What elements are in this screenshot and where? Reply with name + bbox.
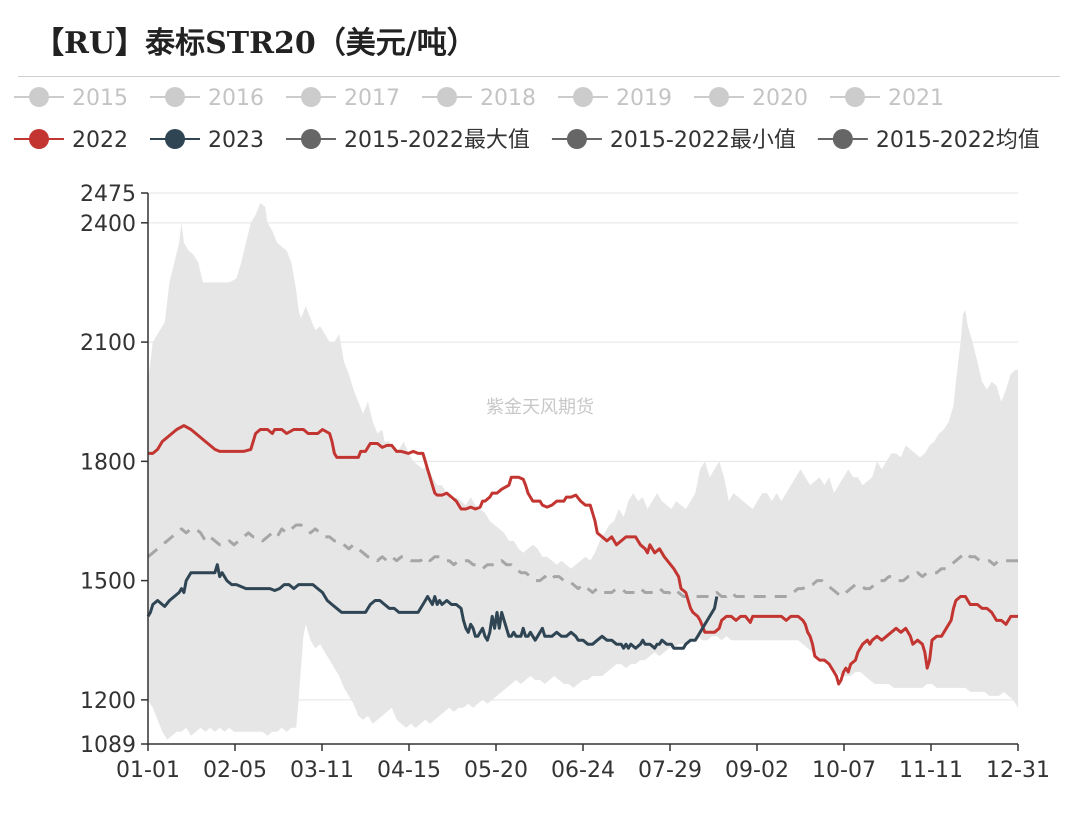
legend-label: 2015 (72, 86, 128, 111)
legend-marker (845, 87, 865, 107)
legend-item-2020[interactable]: 2020 (694, 86, 808, 111)
watermark: 紫金天风期货 (486, 397, 594, 418)
legend-item-2015-2022-[interactable]: 2015-2022最小值 (551, 128, 796, 153)
legend-item-2021[interactable]: 2021 (830, 86, 944, 111)
legend-item-2016[interactable]: 2016 (150, 86, 264, 111)
band-area (148, 202, 1018, 740)
series-2023-line (146, 563, 719, 650)
x-tick-label: 07-29 (638, 758, 702, 783)
legend-marker (165, 87, 185, 107)
x-tick-label: 06-24 (551, 758, 615, 783)
y-tick-label: 2475 (80, 182, 136, 207)
legend-marker (566, 129, 587, 149)
y-tick-label: 1200 (80, 689, 136, 714)
legend-label: 2021 (888, 86, 944, 111)
chart-title: 【RU】泰标STR20（美元/吨） (34, 26, 477, 61)
x-tick-label: 04-15 (377, 758, 441, 783)
legend-marker (832, 129, 853, 149)
x-tick-label: 09-02 (725, 758, 789, 783)
y-tick-label: 1089 (80, 733, 136, 758)
legend-label: 2015-2022最小值 (610, 128, 796, 153)
x-tick-label: 02-05 (203, 758, 267, 783)
x-tick-label: 12-31 (986, 758, 1050, 783)
x-tick-label: 10-07 (812, 758, 876, 783)
x-tick-label: 05-20 (464, 758, 528, 783)
legend-marker (573, 87, 593, 107)
legend-item-2019[interactable]: 2019 (558, 86, 672, 111)
legend-marker (29, 129, 49, 149)
legend-label: 2017 (344, 86, 400, 111)
legend-label: 2016 (208, 86, 264, 111)
legend-marker (165, 129, 185, 149)
legend-marker (437, 87, 457, 107)
y-tick-label: 1500 (80, 570, 136, 595)
legend-label: 2015-2022最大值 (344, 128, 530, 153)
x-tick-label: 01-01 (116, 758, 180, 783)
max-min-band (148, 202, 1018, 740)
legend-label: 2018 (480, 86, 536, 111)
legend-label: 2015-2022均值 (876, 128, 1040, 153)
series-2022-line (148, 424, 1018, 686)
legend-marker (709, 87, 729, 107)
legend-item-2023[interactable]: 2023 (150, 128, 264, 153)
legend-item-2017[interactable]: 2017 (286, 86, 400, 111)
legend-item-2018[interactable]: 2018 (422, 86, 536, 111)
legend-label: 2022 (72, 128, 128, 153)
series-layer (146, 424, 1018, 686)
y-tick-label: 2100 (80, 331, 136, 356)
legend-label: 2019 (616, 86, 672, 111)
legend-marker (301, 129, 321, 149)
legend-item-2015-2022-[interactable]: 2015-2022最大值 (286, 128, 530, 153)
x-tick-label: 03-11 (290, 758, 354, 783)
legend-item-2015-2022-[interactable]: 2015-2022均值 (817, 128, 1040, 153)
legend-label: 2020 (752, 86, 808, 111)
title-divider (18, 76, 1060, 77)
y-tick-label: 1800 (80, 450, 136, 475)
legend-marker (301, 87, 321, 107)
y-tick-label: 2400 (80, 212, 136, 237)
legend-marker (29, 87, 49, 107)
legend: 2015 2016 2017 2018 2019 2020 2021 2022 2023 2015… (14, 86, 1040, 153)
legend-item-2022[interactable]: 2022 (14, 128, 128, 153)
x-tick-label: 11-11 (899, 758, 963, 783)
series-average-line (147, 523, 1018, 598)
legend-item-2015[interactable]: 2015 (14, 86, 128, 111)
legend-label: 2023 (208, 128, 264, 153)
axes: 1089 1200 1500 1800 2100 2400 2475 01-01 02-05 03… (80, 182, 1050, 783)
